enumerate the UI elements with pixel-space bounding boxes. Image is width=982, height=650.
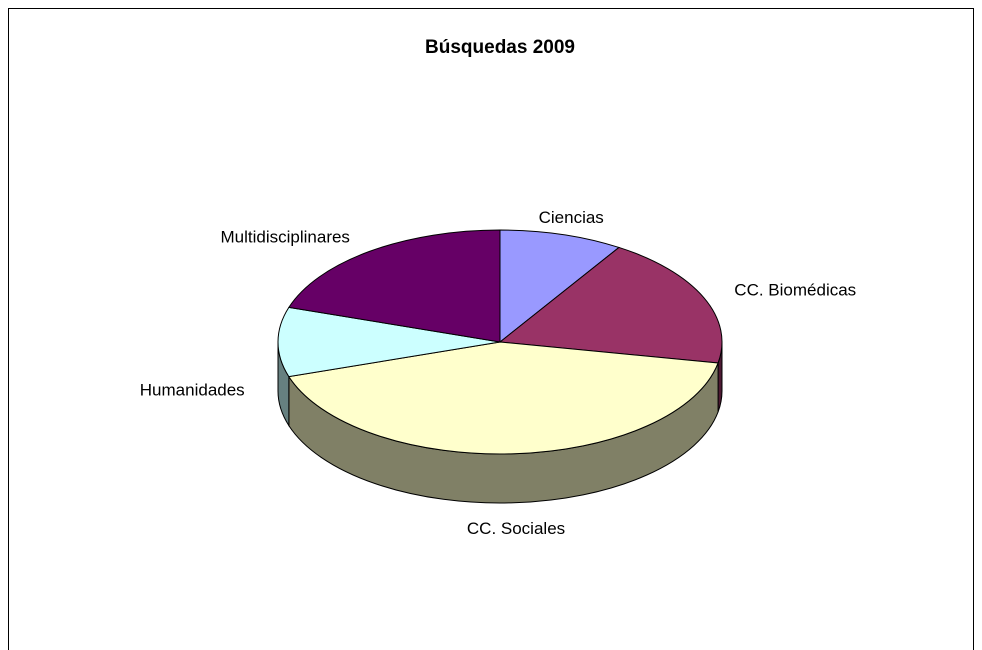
slice: [498, 246, 723, 364]
slice: [277, 306, 501, 378]
slice-label: Ciencias: [539, 208, 604, 227]
chart-title: Búsquedas 2009: [425, 37, 575, 58]
slice: [499, 229, 620, 344]
slice: [288, 229, 501, 343]
slice-label: Multidisciplinares: [221, 227, 350, 246]
slice-label: CC. Sociales: [467, 519, 565, 538]
slice: [288, 341, 719, 455]
slice-label: Humanidades: [140, 380, 245, 399]
slice-label: CC. Biomédicas: [734, 280, 856, 299]
